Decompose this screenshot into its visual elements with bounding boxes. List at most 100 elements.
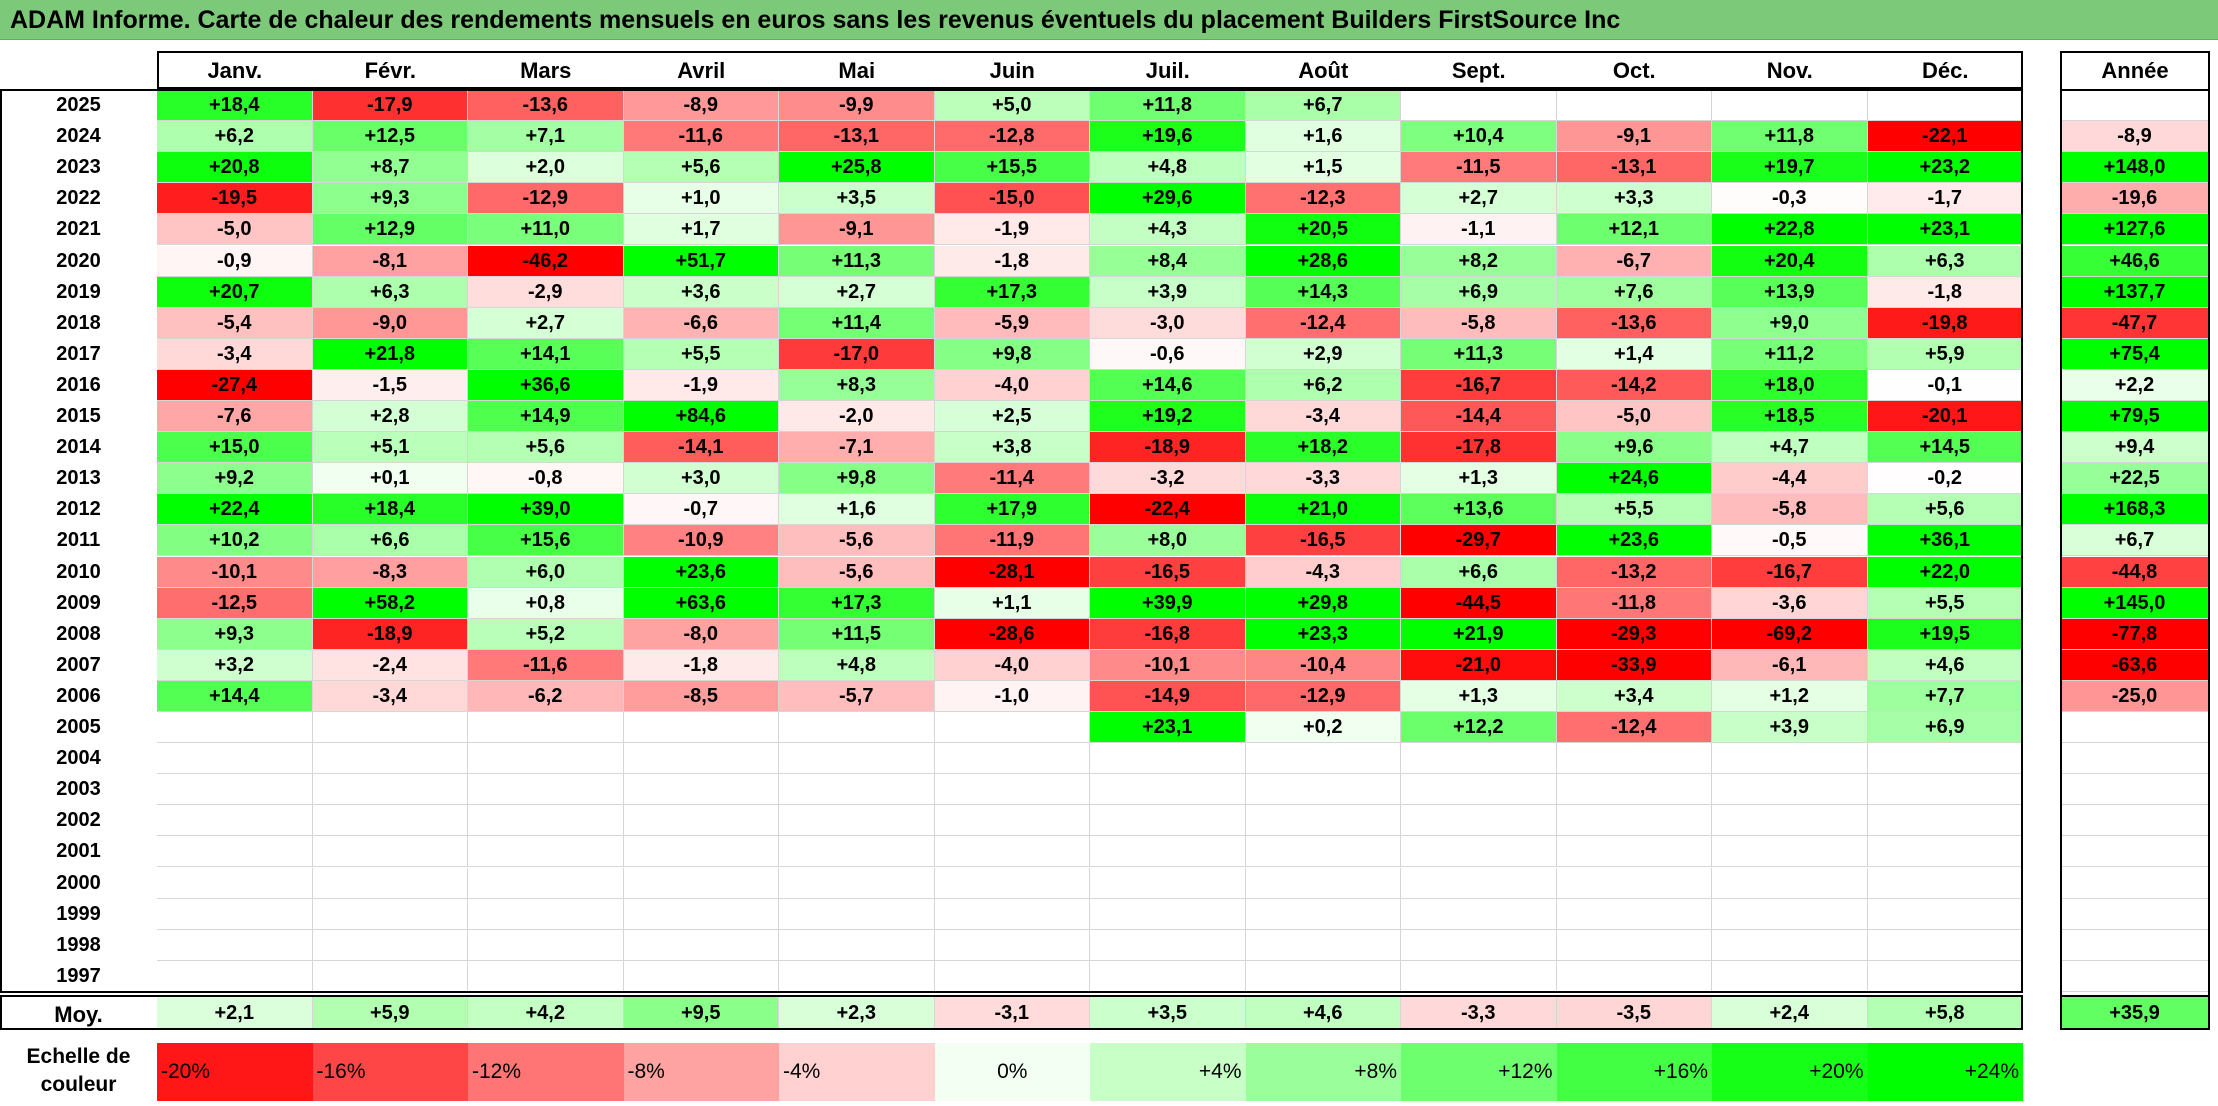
year-label: 2019	[56, 280, 101, 303]
heatmap-cell: +17,9	[934, 494, 1090, 526]
heatmap-cell	[312, 743, 468, 775]
year-label: 2005	[56, 716, 101, 738]
color-scale-swatch: -16%	[312, 1043, 468, 1101]
heatmap-cell	[779, 805, 935, 837]
heatmap-cell: +6,9	[1401, 276, 1557, 308]
heatmap-cell: +5,5	[1867, 587, 2023, 619]
year-label: 2022	[56, 187, 101, 210]
heatmap-cell	[1245, 898, 1401, 930]
annual-cell	[2060, 898, 2210, 930]
heatmap-cell: +2,5	[934, 401, 1090, 433]
heatmap-cell: +19,5	[1867, 618, 2023, 650]
heatmap-cell: +3,8	[934, 432, 1090, 464]
heatmap-cell: -5,4	[157, 307, 313, 339]
heatmap-cell	[157, 929, 313, 961]
heatmap-cell: +19,7	[1712, 152, 1868, 184]
heatmap-cell: -3,4	[157, 338, 313, 370]
year-label: 2002	[56, 809, 101, 832]
heatmap-cell	[934, 743, 1090, 775]
year-label: 2023	[56, 156, 101, 179]
heatmap-cell	[1090, 960, 1246, 992]
page-title: ADAM Informe. Carte de chaleur des rende…	[0, 0, 2218, 40]
year-label: 2021	[56, 218, 101, 241]
heatmap-cell: +0,2	[1245, 712, 1401, 744]
color-scale-swatch: +16%	[1556, 1043, 1712, 1101]
annual-cell	[2060, 836, 2210, 868]
annual-cell: -8,9	[2060, 121, 2210, 153]
heatmap-cell: -1,8	[934, 245, 1090, 277]
heatmap-cell: +9,0	[1712, 307, 1868, 339]
year-label: 2006	[56, 684, 101, 707]
average-cell: +2,4	[1712, 997, 1868, 1029]
heatmap-cell: -0,6	[1090, 338, 1246, 370]
annual-cell: -77,8	[2060, 618, 2210, 650]
heatmap-cell: +3,2	[157, 649, 313, 681]
heatmap-cell: -0,8	[468, 463, 624, 495]
month-header: Avril	[677, 58, 726, 83]
heatmap-cell: -9,1	[1556, 121, 1712, 153]
heatmap-cell: -8,1	[312, 245, 468, 277]
heatmap-cell: -1,9	[623, 369, 779, 401]
year-label: 2003	[56, 778, 101, 801]
year-label: 2013	[56, 467, 101, 490]
heatmap-cell	[1556, 898, 1712, 930]
heatmap-cell	[1556, 960, 1712, 992]
year-label: 1999	[56, 902, 101, 925]
heatmap-cell: +25,8	[779, 152, 935, 184]
heatmap-cell	[779, 743, 935, 775]
heatmap-cell	[623, 929, 779, 961]
heatmap-cell	[1245, 867, 1401, 899]
heatmap-cell	[468, 867, 624, 899]
heatmap-cell	[1556, 743, 1712, 775]
heatmap-cell: -1,1	[1401, 214, 1557, 246]
heatmap-cell: -69,2	[1712, 618, 1868, 650]
heatmap-cell: +23,6	[1556, 525, 1712, 557]
heatmap-cell	[468, 805, 624, 837]
heatmap-cell	[934, 960, 1090, 992]
heatmap-cell: -7,1	[779, 432, 935, 464]
heatmap-cell: -3,0	[1090, 307, 1246, 339]
heatmap-cell: +1,1	[934, 587, 1090, 619]
heatmap-cell: -44,5	[1401, 587, 1557, 619]
heatmap-cell: -6,7	[1556, 245, 1712, 277]
year-label: 2018	[56, 311, 101, 334]
heatmap-cell: -5,8	[1401, 307, 1557, 339]
heatmap-cell	[623, 712, 779, 744]
heatmap-cell: +14,5	[1867, 432, 2023, 464]
heatmap-cell: +11,8	[1712, 121, 1868, 153]
heatmap-cell	[157, 836, 313, 868]
heatmap-cell	[157, 743, 313, 775]
heatmap-cell: -10,9	[623, 525, 779, 557]
heatmap-cell	[1712, 929, 1868, 961]
heatmap-cell: +1,6	[779, 494, 935, 526]
heatmap-cell: +20,4	[1712, 245, 1868, 277]
heatmap-cell: -5,6	[779, 525, 935, 557]
year-label: 2000	[56, 871, 101, 894]
heatmap-cell	[1712, 960, 1868, 992]
year-label: 1998	[56, 933, 101, 956]
heatmap-cell: -22,4	[1090, 494, 1246, 526]
heatmap-cell	[312, 836, 468, 868]
heatmap-cell: +8,0	[1090, 525, 1246, 557]
heatmap-cell	[468, 743, 624, 775]
heatmap-cell	[1556, 805, 1712, 837]
heatmap-cell: -0,2	[1867, 463, 2023, 495]
color-scale-swatch: -12%	[468, 1043, 624, 1101]
heatmap-cell: +2,9	[1245, 338, 1401, 370]
month-header: Juin	[989, 58, 1035, 83]
heatmap-cell	[312, 960, 468, 992]
year-label: 2024	[56, 125, 101, 148]
heatmap-cell: +36,6	[468, 369, 624, 401]
heatmap-cell: +20,5	[1245, 214, 1401, 246]
heatmap-cell	[934, 774, 1090, 806]
year-label: 2001	[56, 840, 101, 863]
heatmap-cell: +6,3	[312, 276, 468, 308]
heatmap-cell: +11,3	[1401, 338, 1557, 370]
heatmap-cell	[468, 836, 624, 868]
heatmap-cell	[1401, 805, 1557, 837]
heatmap-cell	[934, 836, 1090, 868]
heatmap-cell: +18,4	[312, 494, 468, 526]
heatmap-cell: -12,9	[468, 183, 624, 215]
heatmap-cell: +20,8	[157, 152, 313, 184]
